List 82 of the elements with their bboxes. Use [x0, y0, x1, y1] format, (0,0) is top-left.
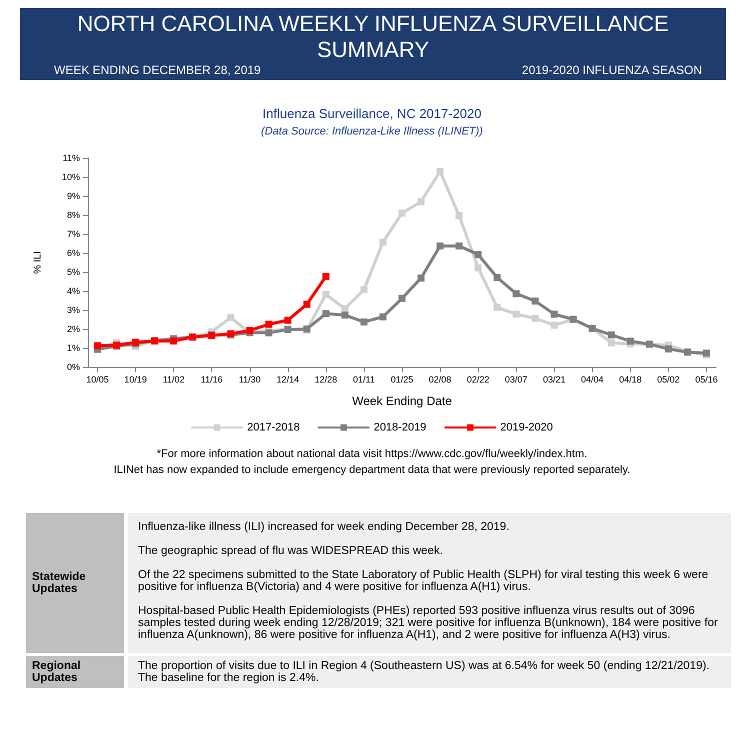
y-tick-label: 10%: [62, 172, 80, 182]
point: [456, 212, 463, 220]
point: [418, 198, 425, 206]
y-tick-label: 4%: [66, 286, 80, 296]
y-axis-title: % ILI: [32, 251, 44, 274]
header-banner: NORTH CAROLINA WEEKLY INFLUENZA SURVEILLANCE SUMMARY WEEK ENDING DECEMBER 28, 2019 2019-2020 INFLUENZA SEASON: [20, 8, 726, 80]
x-tick-label: 02/22: [466, 374, 490, 384]
text: Hospital-based Public Health Epidemiologists (PHEs) reported 593 positive influenza virus results out of 3096 samples tested during week ending 12/28/2019; 321 were positive for influenza B(unknown), 184 were positive for influenza A(unknown), 86 were positive for influenza A(H1), and 2 were positive for influenza A(H3) virus.: [138, 605, 719, 641]
point: [322, 310, 330, 318]
legend-label: 2017-2018: [247, 422, 300, 434]
y-tick-label: 11%: [62, 153, 80, 163]
point: [94, 342, 102, 350]
x-tick-label: 05/02: [657, 374, 680, 384]
point: [608, 339, 615, 346]
chart-subtitle: (Data Source: Influenza-Like Illness (ILINET)): [261, 126, 484, 138]
point: [474, 251, 482, 258]
x-tick-label: 12/28: [314, 374, 338, 384]
x-tick-label: 11/02: [162, 374, 185, 384]
x-tick-label: 12/14: [276, 374, 300, 384]
legend-label: 2019-2020: [500, 422, 553, 434]
x-tick-label: 10/05: [86, 374, 109, 384]
y-tick-label: 9%: [66, 191, 80, 201]
point: [494, 304, 501, 311]
y-tick-label: 3%: [66, 305, 80, 315]
x-tick-label: 03/21: [542, 374, 566, 384]
point: [398, 210, 406, 217]
text: The proportion of visits due to ILI in Region 4 (Southeastern US) was at 6.54% for week 50 (ending 12/21/2019). The baseline for the region is 2.4%.: [124, 656, 731, 688]
point: [436, 168, 444, 175]
x-tick-label: 01/11: [353, 374, 375, 384]
x-tick-label: 02/08: [428, 374, 452, 384]
point: [550, 322, 558, 329]
y-tick-label: 2%: [66, 324, 80, 334]
x-tick-label: 11/30: [238, 374, 261, 384]
point: [322, 273, 330, 280]
point: [474, 264, 482, 272]
text: The geographic spread of flu was WIDESPREAD this week.: [138, 545, 444, 557]
legend-label: 2018-2019: [374, 422, 426, 434]
point: [608, 331, 615, 338]
point: [265, 320, 272, 328]
point: [341, 312, 348, 319]
point: [626, 338, 634, 345]
point: [512, 310, 520, 318]
point: [360, 286, 368, 294]
point: [664, 345, 672, 352]
y-tick-label: 6%: [66, 248, 80, 258]
point: [418, 274, 425, 282]
chart-title: Influenza Surveillance, NC 2017-2020: [262, 106, 482, 121]
point: [284, 316, 292, 324]
point: [494, 274, 501, 282]
y-tick-label: 8%: [66, 210, 80, 220]
point: [379, 238, 386, 246]
point: [398, 294, 406, 302]
x-tick-label: 01/25: [390, 374, 414, 384]
point: [532, 314, 539, 322]
point: [379, 313, 386, 320]
x-axis-title: Week Ending Date: [352, 394, 452, 408]
y-tick-label: 1%: [66, 343, 80, 353]
y-tick-label: 7%: [66, 229, 80, 239]
x-tick-label: 04/04: [581, 374, 604, 384]
x-tick-label: 05/16: [695, 374, 718, 384]
x-tick-label: 11/16: [200, 374, 223, 384]
point: [550, 310, 558, 318]
text: Influenza-like illness (ILI) increased for week ending December 28, 2019.: [138, 521, 510, 533]
y-tick-label: 0%: [66, 362, 80, 372]
x-tick-label: 10/19: [124, 374, 147, 384]
point: [436, 242, 444, 250]
point: [456, 242, 463, 250]
text: ILINet has now expanded to include emergency department data that were previously reported separately.: [112, 463, 632, 478]
x-tick-label: 04/18: [619, 374, 642, 384]
text: Regional Updates: [26, 656, 124, 688]
x-tick-label: 03/07: [504, 374, 528, 384]
text: *For more information about national data visit https://www.cdc.gov/flu/weekly/index.htm.: [156, 447, 588, 462]
text: Of the 22 specimens submitted to the State Laboratory of Public Health (SLPH) for viral testing this week 6 were positive for influenza B(Victoria) and 4 were positive for influenza A(H1) virus.: [138, 569, 710, 593]
point: [322, 290, 330, 298]
point: [512, 290, 520, 298]
point: [303, 300, 310, 308]
point: [341, 305, 348, 312]
point: [532, 298, 539, 305]
point: [227, 314, 234, 322]
y-tick-label: 5%: [66, 267, 80, 277]
point: [360, 318, 368, 326]
text: Statewide Updates: [26, 513, 124, 653]
